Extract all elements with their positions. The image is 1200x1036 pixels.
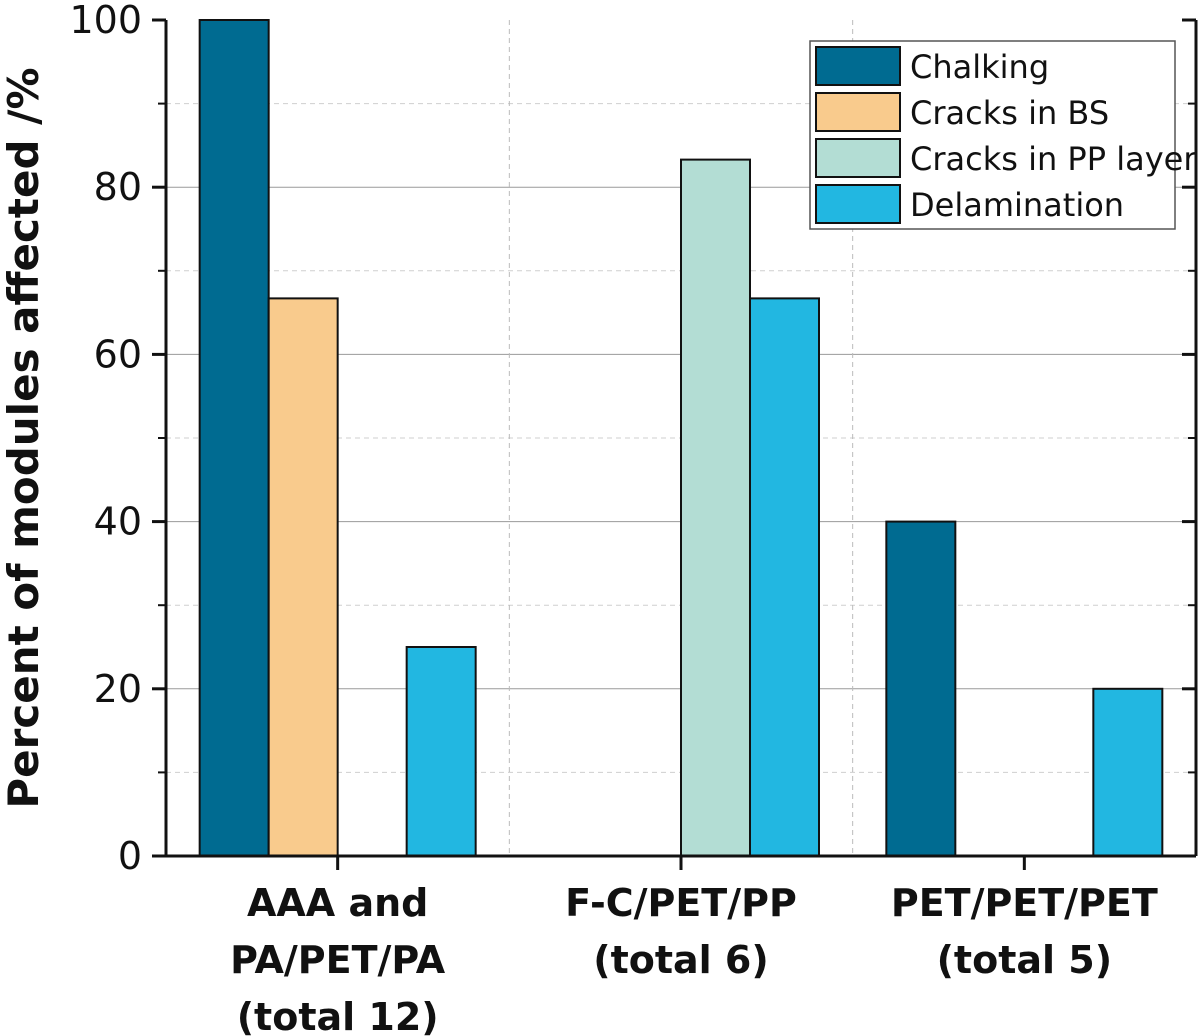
x-category-label: PET/PET/PET (891, 881, 1158, 925)
x-category-label: AAA and (247, 881, 428, 925)
x-category-label: PA/PET/PA (230, 938, 446, 982)
bar-layer (198, 19, 1164, 857)
y-tick-label: 20 (94, 667, 142, 711)
legend: Chalking Cracks in BS Cracks in PP layer De… (809, 40, 1197, 230)
y-tick-label: 80 (94, 165, 142, 209)
x-category-label: (total 12) (237, 995, 439, 1036)
bar-cracks-in-pp-layer-1 (680, 158, 751, 857)
y-tick-label: 0 (118, 834, 142, 878)
bar-delamination-1 (749, 297, 820, 857)
axis-layer: 0 20 40 60 80 100 AAA and PA/PET/PA (total 12) F-… (69, 0, 1198, 1036)
legend-label: Delamination (910, 186, 1124, 224)
x-category-label: (total 6) (593, 938, 769, 982)
bar-delamination-0 (405, 646, 477, 857)
bar-chalking-2 (885, 520, 957, 857)
legend-swatch (815, 46, 901, 86)
x-category-label: F-C/PET/PP (565, 881, 797, 925)
bar-chalking-0 (198, 19, 270, 857)
x-category-label: (total 5) (937, 938, 1113, 982)
legend-label: Cracks in BS (910, 94, 1109, 132)
y-axis-title: Percent of modules affected /% (0, 67, 48, 808)
y-tick-label: 60 (94, 332, 142, 376)
legend-label: Chalking (910, 48, 1049, 86)
y-tick-label: 40 (94, 500, 142, 544)
bar-delamination-2 (1092, 687, 1164, 857)
legend-swatch (815, 138, 901, 178)
y-tick-label: 100 (69, 0, 142, 42)
bar-cracks-in-bs-0 (267, 297, 339, 857)
legend-swatch (815, 184, 901, 224)
legend-label: Cracks in PP layer (910, 140, 1197, 178)
legend-swatch (815, 92, 901, 132)
